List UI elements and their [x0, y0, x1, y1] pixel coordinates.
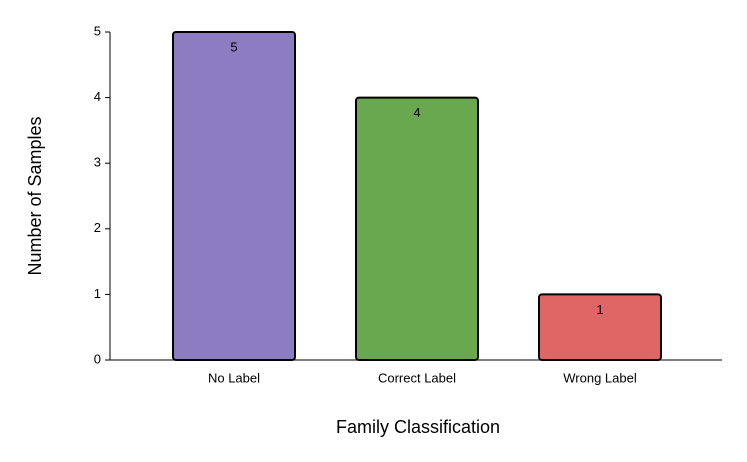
y-axis-title: Number of Samples [25, 116, 45, 275]
y-tick-label: 2 [94, 220, 101, 235]
data-label: 5 [230, 39, 237, 54]
bar [355, 96, 479, 361]
bar [172, 31, 296, 361]
y-tick-label: 4 [94, 89, 101, 104]
y-tick-label: 1 [94, 286, 101, 301]
data-label: 1 [596, 302, 603, 317]
y-tick-label: 3 [94, 155, 101, 170]
x-tick-label: Wrong Label [563, 370, 637, 385]
bar [538, 293, 662, 361]
x-axis-title: Family Classification [336, 417, 500, 437]
x-tick-label: No Label [208, 370, 260, 385]
x-tick-label: Correct Label [378, 370, 456, 385]
y-tick-label: 5 [94, 23, 101, 38]
data-label: 4 [413, 105, 420, 120]
y-tick-label: 0 [94, 351, 101, 366]
